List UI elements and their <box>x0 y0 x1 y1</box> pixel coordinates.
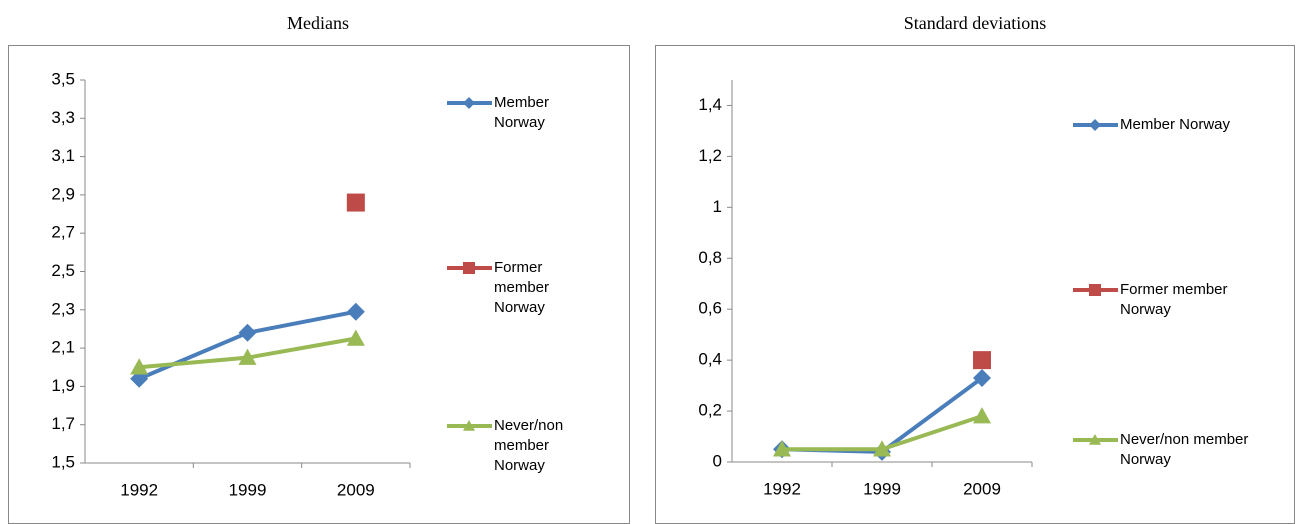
marker <box>463 420 475 431</box>
marker <box>773 440 791 457</box>
y-tick-label: 0 <box>713 451 722 470</box>
marker <box>1089 434 1101 445</box>
marker <box>1089 119 1101 131</box>
y-tick-label: 1,4 <box>698 95 722 114</box>
y-tick-label: 0,6 <box>698 299 722 318</box>
y-tick-label: 3,3 <box>51 108 75 127</box>
x-tick-label: 2009 <box>337 480 375 499</box>
legend-label: Never/non member Norway <box>494 417 564 474</box>
marker <box>973 407 991 424</box>
x-tick-label: 1992 <box>763 479 801 498</box>
marker <box>238 323 257 342</box>
legend-label: Former member Norway <box>494 259 550 316</box>
y-tick-label: 2,3 <box>51 299 75 318</box>
marker <box>346 329 365 346</box>
marker <box>973 351 991 370</box>
y-tick-label: 1,5 <box>51 452 75 471</box>
marker <box>346 302 365 321</box>
x-tick-label: 1999 <box>229 480 267 499</box>
chart-title: Medians <box>287 13 349 33</box>
legend-label: Former member Norway <box>1120 281 1228 318</box>
marker <box>973 368 991 387</box>
y-tick-label: 1,2 <box>698 146 722 165</box>
marker <box>238 348 257 365</box>
marker <box>130 358 149 375</box>
y-tick-label: 0,2 <box>698 401 722 420</box>
y-tick-label: 1,7 <box>51 414 75 433</box>
y-tick-label: 3,1 <box>51 146 75 165</box>
y-tick-label: 2,5 <box>51 261 75 280</box>
y-tick-label: 1 <box>713 197 722 216</box>
marker <box>463 97 475 109</box>
y-tick-label: 2,1 <box>51 338 75 357</box>
x-tick-label: 1992 <box>120 480 158 499</box>
y-tick-label: 3,5 <box>51 69 75 88</box>
legend-label: Member Norway <box>1120 116 1231 133</box>
marker <box>873 440 891 457</box>
y-tick-label: 0,4 <box>698 350 722 369</box>
marker <box>1089 284 1101 296</box>
legend-label: Member Norway <box>494 94 550 131</box>
legend-label: Never/non member Norway <box>1120 431 1249 468</box>
y-tick-label: 2,9 <box>51 184 75 203</box>
marker <box>346 193 365 212</box>
y-tick-label: 2,7 <box>51 223 75 242</box>
x-tick-label: 1999 <box>863 479 901 498</box>
y-tick-label: 1,9 <box>51 376 75 395</box>
marker <box>463 262 475 274</box>
chart-title: Standard deviations <box>904 13 1046 33</box>
x-tick-label: 2009 <box>963 479 1001 498</box>
y-tick-label: 0,8 <box>698 248 722 267</box>
